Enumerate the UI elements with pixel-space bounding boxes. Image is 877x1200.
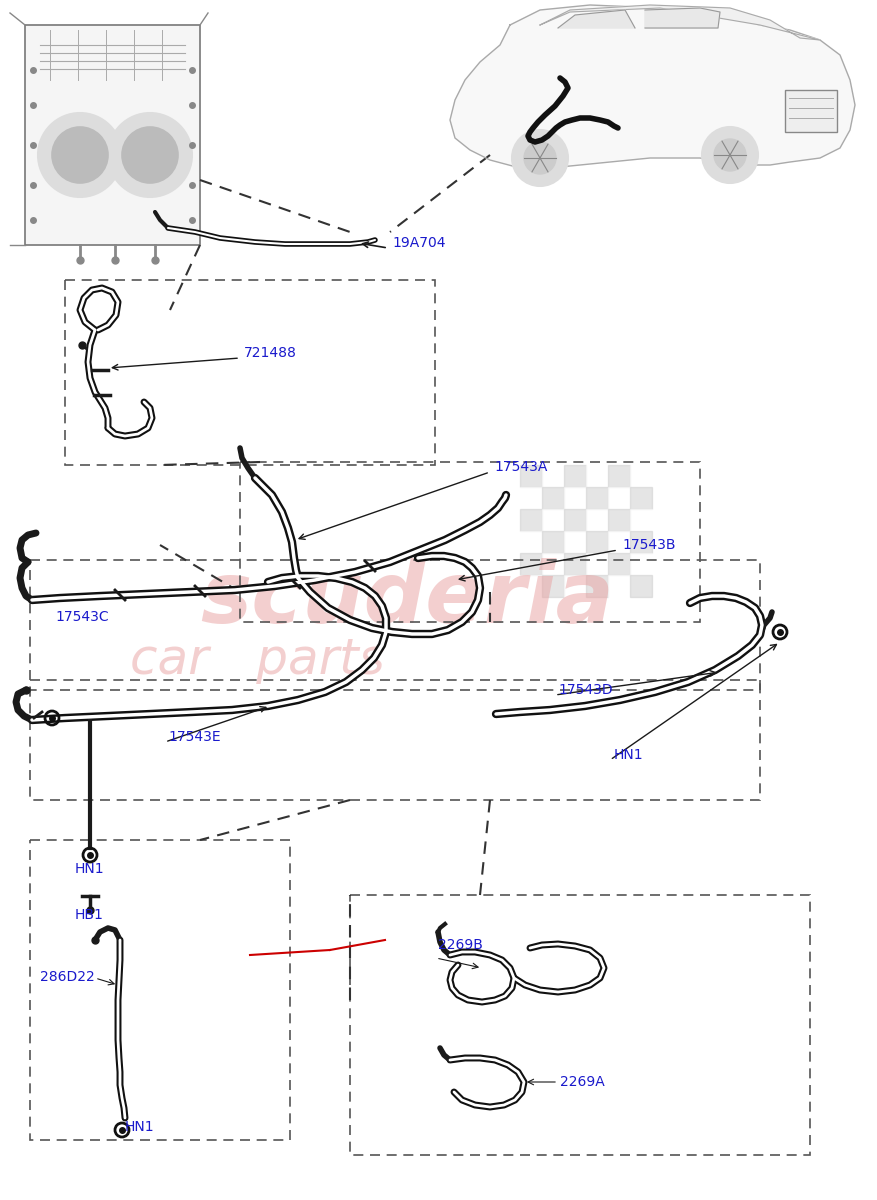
Polygon shape	[539, 5, 819, 40]
Bar	[563, 553, 585, 575]
Text: HN1: HN1	[613, 748, 643, 762]
Bar	[607, 509, 630, 530]
Bar	[630, 530, 652, 553]
Circle shape	[38, 113, 122, 197]
Circle shape	[702, 127, 757, 182]
Circle shape	[524, 142, 555, 174]
Text: 17543E: 17543E	[168, 730, 220, 744]
Circle shape	[52, 127, 108, 182]
Text: HN1: HN1	[75, 862, 104, 876]
Bar	[519, 530, 541, 553]
Text: 19A704: 19A704	[391, 236, 445, 250]
Bar	[607, 464, 630, 487]
Text: HN1: HN1	[125, 1120, 154, 1134]
Bar	[541, 487, 563, 509]
Bar	[563, 575, 585, 596]
Bar	[607, 487, 630, 509]
Text: 17543D: 17543D	[558, 683, 612, 697]
Bar	[585, 509, 607, 530]
Text: 286D22: 286D22	[40, 970, 95, 984]
Bar	[519, 509, 541, 530]
Polygon shape	[450, 5, 854, 168]
Text: 721488: 721488	[244, 346, 296, 360]
Bar	[563, 530, 585, 553]
Bar	[541, 530, 563, 553]
Bar	[585, 575, 607, 596]
Bar	[563, 464, 585, 487]
Bar	[563, 487, 585, 509]
Bar	[585, 553, 607, 575]
Bar	[630, 509, 652, 530]
Bar	[585, 487, 607, 509]
Bar	[541, 464, 563, 487]
Text: car   parts: car parts	[130, 636, 384, 684]
Circle shape	[713, 139, 745, 170]
Bar	[630, 553, 652, 575]
Text: scuderia: scuderia	[200, 558, 613, 642]
Bar	[563, 509, 585, 530]
Bar	[585, 464, 607, 487]
Polygon shape	[645, 8, 719, 28]
Bar	[607, 553, 630, 575]
FancyBboxPatch shape	[784, 90, 836, 132]
Bar	[541, 575, 563, 596]
Bar	[519, 487, 541, 509]
Bar	[607, 530, 630, 553]
Text: 2269A: 2269A	[560, 1075, 604, 1090]
Text: 2269B: 2269B	[438, 938, 482, 952]
Bar	[630, 575, 652, 596]
Bar	[630, 487, 652, 509]
Text: 17543C: 17543C	[55, 610, 109, 624]
Text: HB1: HB1	[75, 908, 103, 922]
Polygon shape	[558, 10, 634, 28]
FancyBboxPatch shape	[25, 25, 200, 245]
Circle shape	[511, 130, 567, 186]
Bar	[585, 530, 607, 553]
Bar	[607, 575, 630, 596]
Bar	[541, 553, 563, 575]
Text: 17543B: 17543B	[621, 538, 674, 552]
Circle shape	[108, 113, 192, 197]
Bar	[541, 509, 563, 530]
Bar	[630, 464, 652, 487]
Bar	[519, 553, 541, 575]
Bar	[519, 575, 541, 596]
Circle shape	[122, 127, 178, 182]
Bar	[519, 464, 541, 487]
Text: 17543A: 17543A	[494, 460, 546, 474]
